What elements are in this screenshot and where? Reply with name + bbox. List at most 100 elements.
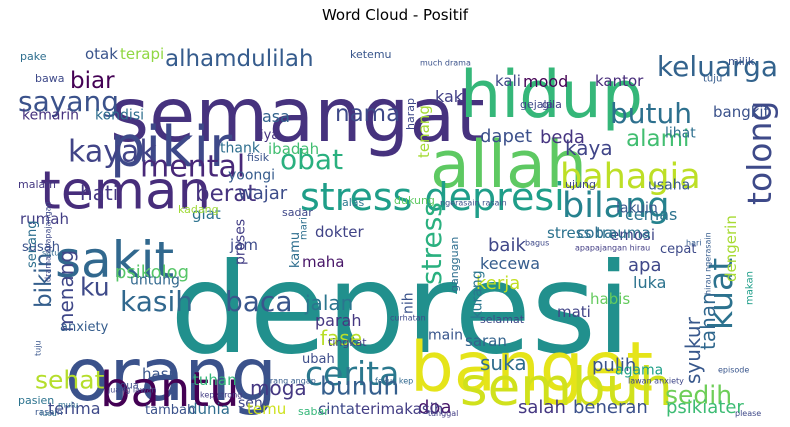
word-doa: doa bbox=[418, 397, 451, 418]
word-mari: mari bbox=[298, 217, 309, 240]
word-dengerin: dengerin bbox=[722, 215, 740, 282]
word-tuhan: tuhan bbox=[193, 371, 237, 389]
word-orang: orang bbox=[65, 333, 277, 418]
word-bahagia: bahagia bbox=[560, 157, 701, 197]
word-apapajangan-hirau: apapajangan hirau bbox=[575, 244, 650, 253]
word-bagus: bagus bbox=[525, 239, 549, 248]
word-selamat: selamat bbox=[480, 313, 525, 326]
word-ubah: ubah bbox=[302, 352, 335, 367]
word-parah: parah bbox=[315, 311, 361, 330]
chart-title: Word Cloud - Positif bbox=[321, 6, 469, 24]
word-dunia: dunia bbox=[188, 400, 230, 418]
word-kaya: kaya bbox=[565, 136, 613, 160]
word-yoongi: yoongi bbox=[228, 168, 275, 184]
word-kemarin: kemarin bbox=[22, 108, 79, 124]
word-stress: stress bbox=[415, 202, 448, 285]
word-alas: alas bbox=[342, 196, 365, 209]
word-milik: milik bbox=[728, 55, 755, 68]
word-terapi: terapi bbox=[120, 45, 164, 63]
word-wajar: wajar bbox=[238, 183, 288, 204]
word-proses: proses bbox=[233, 219, 249, 265]
word-tanggal: tanggal bbox=[428, 409, 458, 418]
word-susah: susah bbox=[22, 240, 60, 255]
word-psikiater: psikiater bbox=[666, 397, 744, 418]
word-pasien: pasien bbox=[18, 394, 54, 407]
word-jam: jam bbox=[229, 236, 258, 254]
word-alhamdulilah: alhamdulilah bbox=[165, 46, 314, 72]
word-mulu: mulu bbox=[58, 401, 78, 410]
word-dokter: dokter bbox=[315, 223, 364, 241]
word-bantu: bantu bbox=[100, 362, 240, 418]
word-tambah: tambah bbox=[145, 403, 195, 418]
word-obat: obat bbox=[280, 143, 343, 176]
word-dukung: dukung bbox=[394, 194, 435, 207]
word-nama: nama bbox=[335, 101, 400, 127]
word-bilang: bilang bbox=[562, 186, 670, 226]
word-kadang: kadang bbox=[178, 203, 219, 216]
word-salah: salah bbox=[518, 397, 566, 418]
word-banget: banget bbox=[410, 327, 653, 407]
word-senang: senang bbox=[25, 221, 40, 268]
word-drama-apapajangan: drama apapajangan bbox=[44, 201, 53, 282]
word-gua: gua bbox=[120, 380, 139, 391]
word-kayak: kayak bbox=[68, 135, 157, 170]
word-ujung: ujung bbox=[565, 178, 596, 191]
word-baca: baca bbox=[225, 285, 292, 318]
word-beda: beda bbox=[540, 127, 585, 148]
word-tenang: tenang bbox=[415, 105, 433, 158]
word-cemas: cemas bbox=[625, 205, 677, 224]
word-seni: seni bbox=[238, 396, 267, 412]
word-baik: baik bbox=[488, 235, 526, 256]
word-lawan-anxiety: lawan anxiety bbox=[628, 377, 684, 386]
word-hasil: hasil bbox=[142, 365, 177, 383]
word-dapet: dapet bbox=[480, 126, 532, 147]
word-cepat: cepat bbox=[660, 242, 696, 257]
word-sehat: sehat bbox=[35, 365, 105, 394]
word-please: please bbox=[735, 409, 761, 418]
word-much-drama: much drama bbox=[420, 59, 471, 68]
word-bawa: bawa bbox=[35, 72, 64, 85]
word-biar: biar bbox=[70, 68, 115, 94]
word-gila: gila bbox=[542, 98, 562, 111]
word-sedih: sedih bbox=[665, 380, 732, 409]
word-kasih: kasih bbox=[120, 285, 193, 318]
word-tahan: tahan bbox=[696, 292, 720, 350]
word-luka: luka bbox=[633, 273, 666, 292]
word-giat: giat bbox=[192, 205, 221, 223]
word-apa: apa bbox=[628, 255, 662, 276]
word-curhatan: curhatan bbox=[390, 314, 426, 323]
word-jalan: jalan bbox=[304, 291, 353, 315]
word-tolong: tolong bbox=[740, 101, 779, 205]
word-asa: asa bbox=[262, 107, 290, 126]
word-hirau-ngerasain: hirau ngerasain bbox=[704, 232, 713, 295]
word-allah: allah bbox=[430, 128, 587, 203]
word-kurang: kurang bbox=[470, 270, 486, 319]
word-pikir: pikir bbox=[110, 115, 233, 180]
word-kak: kak bbox=[435, 87, 464, 106]
word-sakit: sakit bbox=[55, 231, 174, 289]
word-temu: temu bbox=[247, 400, 286, 418]
word-psikolog: psikolog bbox=[115, 262, 189, 283]
word-terima: terima bbox=[48, 399, 101, 418]
word-bangkit: bangkit bbox=[713, 103, 770, 121]
word-lucu: lucu bbox=[40, 409, 57, 418]
word-anxiety: anxiety bbox=[60, 320, 109, 335]
word-bikin: bikin bbox=[31, 253, 57, 308]
word-mati: mati bbox=[557, 303, 591, 321]
word-kamu: kamu bbox=[288, 232, 303, 268]
word-kuat: kuat bbox=[701, 258, 740, 330]
word-juang-lawan: juang lawan bbox=[107, 386, 157, 395]
word-kerja: kerja bbox=[476, 273, 520, 294]
word-tuju: tuju bbox=[34, 341, 43, 357]
word-suka: suka bbox=[480, 351, 527, 375]
word-lihat: lihat bbox=[665, 126, 696, 142]
word-main: main bbox=[428, 328, 463, 344]
word-sadar: sadar bbox=[282, 206, 313, 219]
word-agama: agama bbox=[615, 363, 663, 379]
word-terimakasih: terimakasih bbox=[355, 400, 443, 418]
word-alami: alami bbox=[626, 126, 689, 152]
word-kantor: kantor bbox=[595, 72, 644, 90]
word-ibadah: ibadah bbox=[268, 140, 319, 158]
word-mood: mood bbox=[523, 72, 568, 91]
